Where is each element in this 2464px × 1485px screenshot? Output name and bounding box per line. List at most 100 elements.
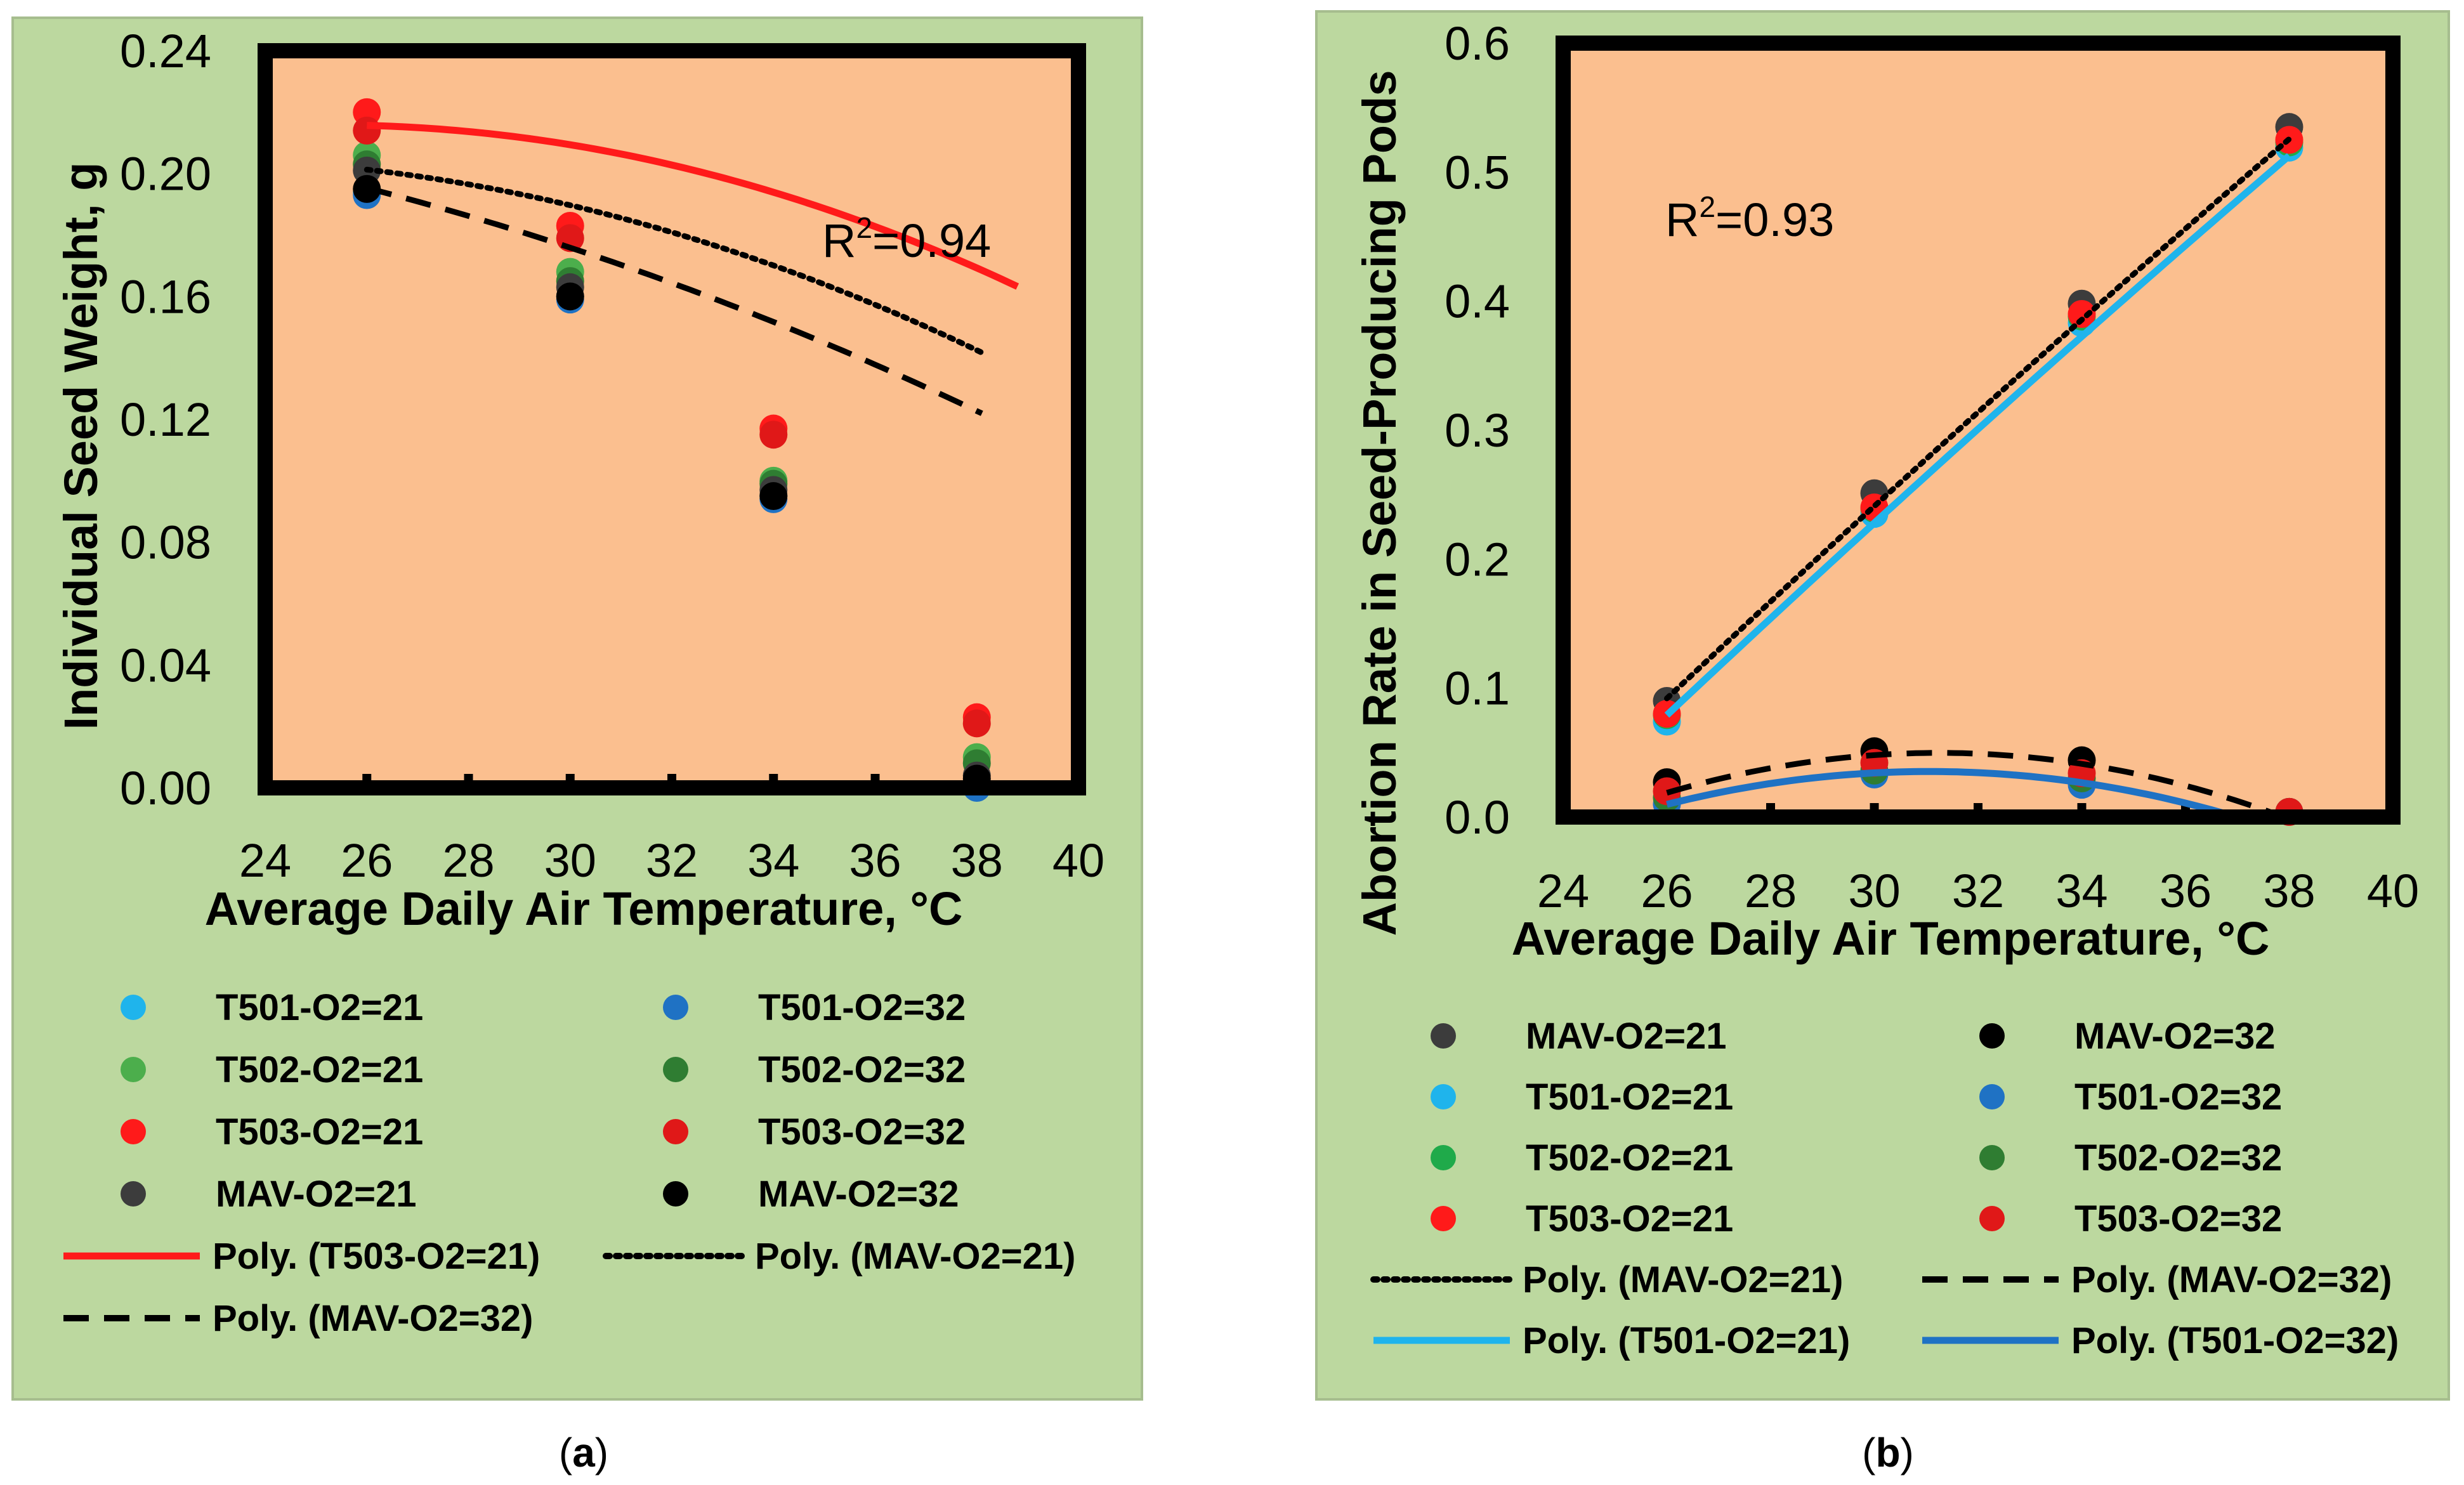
- panel-a-trendline-Poly. (T503-O2=21): [367, 122, 1019, 290]
- panel-b-plot-frame: [1556, 36, 2401, 825]
- panel-b: 24 26 28 30 32 34 36 38 400.00.10.20.30.40.50.6 …: [1315, 10, 2450, 1401]
- panel-b-caption: (b): [1862, 1430, 1914, 1475]
- panel-a-annotation: R2=0.94: [822, 211, 991, 267]
- panel-b-legend-marker-MAV-O2=21: [1431, 1023, 1456, 1049]
- panel-a-legend-label: MAV-O2=21: [216, 1174, 416, 1215]
- panel-a-y-tick-label: 0.16: [120, 270, 211, 323]
- panel-a-y-tick-label: 0.04: [120, 639, 211, 691]
- panel-a-legend-label: T502-O2=21: [216, 1049, 423, 1090]
- panel-a-legend-marker-T503-O2=32: [663, 1119, 688, 1144]
- panel-b-y-tick-label: 0.0: [1445, 791, 1510, 844]
- panel-b-trendline-Poly. (MAV-O2=21): [1664, 136, 2292, 702]
- panel-a-y-tick-label: 0.20: [120, 148, 211, 200]
- panel-a-legend-marker-T501-O2=21: [121, 995, 146, 1020]
- panel-b-legend-label: MAV-O2=21: [1526, 1016, 1726, 1057]
- panel-b-y-tick-label: 0.3: [1445, 404, 1510, 457]
- panel-a-legend-label: MAV-O2=32: [758, 1174, 959, 1215]
- panel-a-trendlines: [364, 122, 1019, 416]
- panel-b-x-tick-label: 26: [1641, 865, 1693, 917]
- panel-b-legend-label: Poly. (MAV-O2=21): [1523, 1259, 1844, 1300]
- panel-b-legend-marker-T501-O2=32: [1979, 1084, 2005, 1109]
- panel-a-x-tick-label: 38: [951, 834, 1003, 887]
- panel-a-legend-label: T502-O2=32: [758, 1049, 966, 1090]
- panel-b-legend-label: Poly. (T501-O2=21): [1523, 1320, 1850, 1361]
- panel-b-legend-label: T503-O2=32: [2074, 1198, 2282, 1240]
- panel-b-y-tick-label: 0.6: [1445, 17, 1510, 70]
- panel-b-legend-label: T501-O2=32: [2074, 1076, 2282, 1118]
- panel-a-y-tick-label: 0.24: [120, 25, 211, 77]
- panel-a-legend-marker-T503-O2=21: [121, 1119, 146, 1144]
- panel-a-plot-area: [265, 51, 1078, 788]
- panel-a-legend-label: T501-O2=32: [758, 987, 966, 1028]
- panel-a-point-T503-O2=32: [962, 709, 991, 738]
- panel-a-x-tick-label: 36: [849, 834, 901, 887]
- panel-a-legend-label: T503-O2=32: [758, 1111, 966, 1153]
- panel-a-legend-label: Poly. (MAV-O2=32): [213, 1298, 534, 1339]
- panel-a-legend-label: Poly. (MAV-O2=21): [755, 1236, 1076, 1277]
- panel-a-x-tick-label: 34: [747, 834, 799, 887]
- panel-b-trendline-Poly. (T501-O2=21): [1664, 153, 2292, 718]
- panel-a: 24 26 28 30 32 34 36 38 40 0.00 0.04 0.08 0.12 0.16 0.…: [11, 16, 1143, 1401]
- panel-a-legend-marker-MAV-O2=32: [663, 1181, 688, 1207]
- panel-b-trendlines: [1664, 136, 2292, 817]
- panel-b-x-axis-title: Average Daily Air Temperature, °C: [1512, 912, 2270, 965]
- panel-b-trendline-Poly. (T501-O2=32): [1666, 768, 2249, 817]
- panel-b-legend-label: T502-O2=32: [2074, 1137, 2282, 1179]
- panel-b-x-tick-label: 28: [1745, 865, 1797, 917]
- panel-b-legend-marker-T503-O2=32: [1979, 1206, 2005, 1231]
- panel-a-y-tick-label: 0.00: [120, 762, 211, 814]
- panel-b-y-tick-label: 0.1: [1445, 662, 1510, 715]
- panel-a-point-T503-O2=32: [759, 421, 788, 449]
- panel-b-x-tick-label: 32: [1952, 865, 2004, 917]
- panel-b-legend: MAV-O2=21 MAV-O2=32 T501-O2=21 T501-O2=32 T5…: [1370, 1016, 2399, 1361]
- panel-a-trendline-Poly. (MAV-O2=21): [364, 166, 985, 356]
- panel-a-x-tick-label: 40: [1052, 834, 1104, 887]
- panel-a-x-axis-title: Average Daily Air Temperature, °C: [205, 882, 963, 935]
- panel-a-y-axis-title: Individual Seed Weight, g: [55, 162, 107, 730]
- panel-a-legend: T501-O2=21 T501-O2=32 T502-O2=21 T502-O2=32…: [63, 987, 1076, 1339]
- panel-b-y-axis-title: Abortion Rate in Seed-Producing Pods: [1353, 70, 1406, 936]
- panel-a-legend-marker-T502-O2=21: [121, 1057, 146, 1082]
- panel-a-plot: 24 26 28 30 32 34 36 38 40 0.00 0.04 0.08 0.12 0.16 0.…: [120, 25, 1104, 887]
- panel-b-x-tick-label: 30: [1848, 865, 1900, 917]
- panel-a-plot-frame: [258, 43, 1086, 795]
- panel-b-y-tick-label: 0.2: [1445, 533, 1510, 585]
- panel-b-legend-label: Poly. (MAV-O2=32): [2071, 1259, 2392, 1300]
- panel-a-point-T503-O2=32: [353, 116, 381, 145]
- panel-b-legend-marker-T503-O2=21: [1431, 1206, 1456, 1231]
- panel-b-x-tick-label: 24: [1537, 865, 1589, 917]
- panel-a-y-tick-label: 0.08: [120, 516, 211, 569]
- panel-a-x-tick-label: 26: [341, 834, 393, 887]
- panel-a-point-MAV-O2=32: [556, 282, 584, 311]
- panel-a-caption: (a): [559, 1430, 608, 1475]
- panel-a-point-MAV-O2=32: [759, 482, 788, 511]
- panel-a-legend-marker-T501-O2=32: [663, 995, 688, 1020]
- panel-b-legend-label: MAV-O2=32: [2074, 1016, 2275, 1057]
- panel-b-point-T503-O2=21: [2068, 300, 2096, 328]
- panel-a-trendline-Poly. (MAV-O2=32): [366, 185, 983, 416]
- panel-b-legend-label: T502-O2=21: [1526, 1137, 1733, 1179]
- panel-b-legend-marker-T502-O2=21: [1431, 1145, 1456, 1170]
- panel-b-x-tick-label: 40: [2367, 865, 2419, 917]
- panel-b-legend-marker-T501-O2=21: [1431, 1084, 1456, 1109]
- panel-a-x-tick-label: 32: [646, 834, 698, 887]
- panel-b-x-tick-label: 36: [2159, 865, 2212, 917]
- panel-a-legend-marker-T502-O2=32: [663, 1057, 688, 1082]
- panel-b-legend-label: Poly. (T501-O2=32): [2071, 1320, 2399, 1361]
- panel-a-legend-label: T501-O2=21: [216, 987, 423, 1028]
- panel-a-legend-label: Poly. (T503-O2=21): [213, 1236, 540, 1277]
- panel-b-y-tick-label: 0.4: [1445, 275, 1510, 328]
- panel-b-y-tick-label: 0.5: [1445, 146, 1510, 199]
- panel-b-legend-label: T501-O2=21: [1526, 1076, 1733, 1118]
- panel-b-legend-label: T503-O2=21: [1526, 1198, 1733, 1240]
- panel-a-x-tick-label: 28: [442, 834, 494, 887]
- panel-b-x-tick-label: 38: [2263, 865, 2315, 917]
- panel-b-annotation: R2=0.93: [1665, 190, 1834, 246]
- panel-b-legend-marker-MAV-O2=32: [1979, 1023, 2005, 1049]
- panel-a-x-tick-label: 24: [239, 834, 291, 887]
- panel-b-legend-marker-T502-O2=32: [1979, 1145, 2005, 1170]
- panel-a-legend-marker-MAV-O2=21: [121, 1181, 146, 1207]
- panel-b-plot: 24 26 28 30 32 34 36 38 40 0.0 0.1 0.2 0.3 0.4 0.5 0.6: [1445, 17, 2419, 917]
- panel-a-legend-label: T503-O2=21: [216, 1111, 423, 1153]
